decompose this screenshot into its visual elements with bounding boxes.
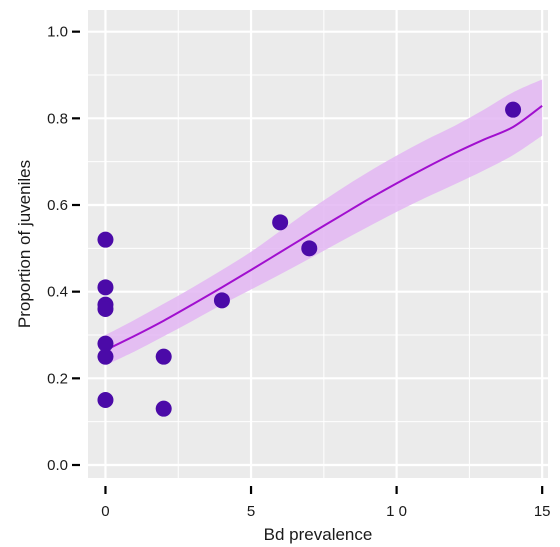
data-point: [97, 301, 114, 317]
data-point: [155, 400, 172, 417]
x-tick-label: 15: [534, 503, 551, 520]
y-axis: 0.0 0.2 0.4 0.6 0.8 1.0: [47, 24, 80, 474]
x-axis-title: Bd prevalence: [264, 525, 373, 544]
data-point: [213, 292, 230, 309]
data-point: [97, 335, 114, 352]
x-tick-label: 0: [101, 503, 109, 520]
confidence-ribbon: [105, 79, 543, 366]
y-tick-label: 0.4: [47, 284, 68, 301]
x-tick-label: 5: [247, 503, 255, 520]
data-point: [301, 240, 318, 257]
data-point: [97, 231, 114, 248]
fit-line: [105, 104, 543, 352]
y-tick-label: 0.2: [47, 370, 68, 387]
x-tick-label: 1 0: [386, 503, 407, 520]
y-tick-label: 1.0: [47, 24, 68, 41]
data-point: [97, 348, 114, 365]
x-axis: 0 5 1 0 15: [101, 486, 551, 520]
data-point: [272, 214, 289, 231]
y-axis-title: Proportion of juveniles: [15, 160, 34, 328]
data-point: [505, 101, 522, 118]
y-tick-label: 0.0: [47, 457, 68, 474]
data-point: [155, 348, 172, 365]
y-tick-label: 0.8: [47, 110, 68, 127]
data-points: [97, 101, 522, 417]
y-tick-label: 0.6: [47, 197, 68, 214]
data-point: [97, 279, 114, 296]
data-point: [97, 392, 114, 408]
